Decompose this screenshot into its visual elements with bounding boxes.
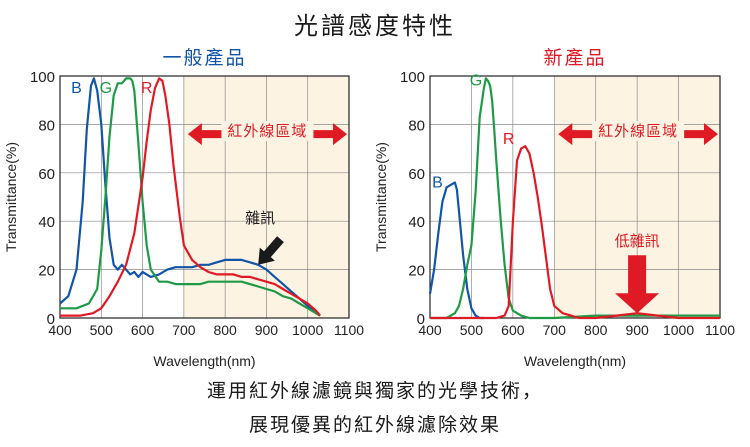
chart-1: 400 500 600 700 800 900 1000 1100 0 20 40 60 80 100 Wa… <box>3 47 364 369</box>
x-tick-label: 500 <box>460 322 484 338</box>
y-tick-label: 40 <box>38 214 55 231</box>
series-label-G: G <box>100 80 112 97</box>
x-tick-label: 600 <box>131 322 155 338</box>
series-line-G <box>60 77 321 317</box>
ir-range-label: 紅外線區域 <box>598 123 678 140</box>
x-tick-label: 900 <box>625 322 649 338</box>
chart-2: 400 500 600 700 800 900 1000 1100 0 20 40 60 80 100 Wa… <box>373 47 735 369</box>
y-tick-label: 80 <box>408 117 425 134</box>
x-tick-label: 700 <box>543 322 567 338</box>
y-tick-label: 100 <box>400 69 425 86</box>
low-noise-label: 低雜訊 <box>615 233 660 250</box>
x-tick-label: 600 <box>501 322 525 338</box>
series-line-R <box>430 145 720 320</box>
series-line-B <box>59 77 321 317</box>
page-title: 光譜感度特性 <box>294 12 456 40</box>
series-label-B: B <box>432 174 443 191</box>
ir-range-label: 紅外線區域 <box>227 123 307 140</box>
caption-line-1: 運用紅外線濾鏡與獨家的光學技術， <box>206 380 543 402</box>
y-tick-label: 80 <box>38 117 55 134</box>
series-line-G <box>430 77 720 320</box>
x-tick-label: 400 <box>418 322 442 338</box>
series-label-R: R <box>141 80 153 97</box>
x-axis-label: Wavelength(nm) <box>153 353 255 369</box>
chart-title: 新產品 <box>543 47 606 69</box>
series-label-R: R <box>503 131 515 148</box>
y-tick-label: 0 <box>417 311 425 328</box>
low-noise-arrow <box>615 255 660 314</box>
x-axis-label: Wavelength(nm) <box>524 353 626 369</box>
x-tick-label: 1000 <box>292 322 323 338</box>
plot-frame <box>429 75 721 319</box>
x-tick-label: 1100 <box>334 322 364 338</box>
y-tick-label: 20 <box>38 263 55 280</box>
x-tick-label: 700 <box>172 322 196 338</box>
y-tick-label: 100 <box>30 69 55 86</box>
y-axis-label: Transmittance(%) <box>3 142 19 252</box>
x-tick-label: 1000 <box>663 322 694 338</box>
ir-label-bg <box>592 121 685 142</box>
x-tick-label: 900 <box>255 322 279 338</box>
series-label-B: B <box>71 80 82 97</box>
y-axis-label: Transmittance(%) <box>373 142 389 252</box>
x-tick-label: 400 <box>48 322 72 338</box>
y-tick-label: 60 <box>408 166 425 183</box>
caption-line-2: 展現優異的紅外線濾除效果 <box>248 414 501 436</box>
x-tick-label: 500 <box>90 322 114 338</box>
plot-frame <box>59 75 350 319</box>
noise-label: 雜訊 <box>245 210 275 227</box>
y-tick-label: 40 <box>408 214 425 231</box>
series-line-B <box>428 181 484 320</box>
noise-arrow <box>258 236 284 265</box>
x-tick-label: 800 <box>584 322 608 338</box>
ir-label-bg <box>221 121 314 142</box>
y-tick-label: 20 <box>408 263 425 280</box>
x-tick-label: 1100 <box>705 322 735 338</box>
y-tick-label: 60 <box>38 166 55 183</box>
series-label-G: G <box>470 73 482 90</box>
x-tick-label: 800 <box>213 322 237 338</box>
chart-title: 一般產品 <box>162 47 246 69</box>
series-line-R <box>60 77 321 317</box>
y-tick-label: 0 <box>47 311 55 328</box>
